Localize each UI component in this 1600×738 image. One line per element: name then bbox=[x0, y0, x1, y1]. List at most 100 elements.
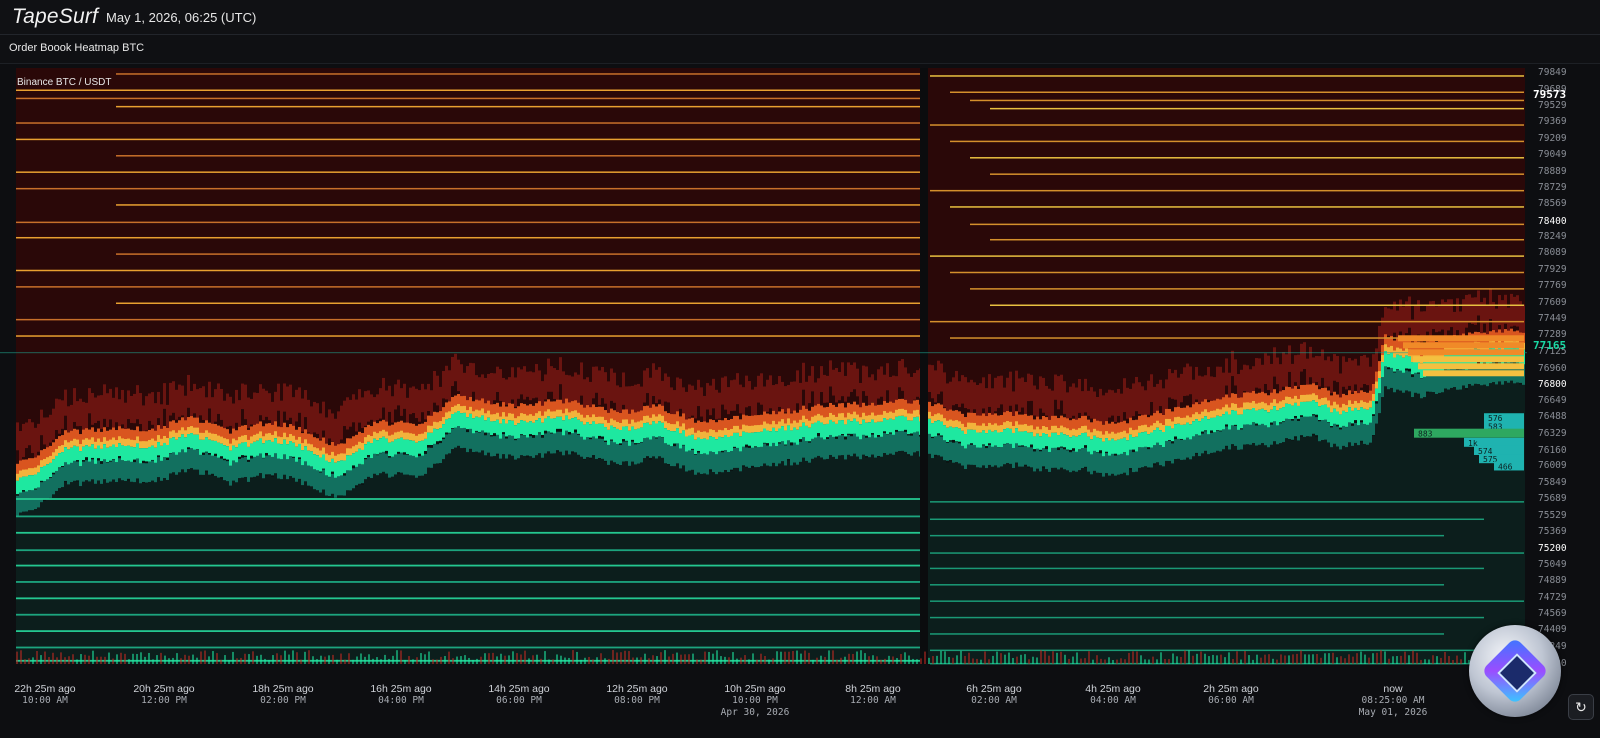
bid-liquidity-column bbox=[241, 477, 244, 664]
best-bid-band bbox=[451, 414, 454, 429]
bid-near-band bbox=[769, 446, 772, 471]
ask-liquidity-band bbox=[346, 397, 349, 430]
best-bid-band bbox=[748, 432, 751, 446]
ask-liquidity-column bbox=[1333, 68, 1336, 392]
ask-near-band bbox=[667, 413, 670, 428]
best-bid-band bbox=[1225, 411, 1228, 425]
best-bid-band bbox=[1297, 405, 1300, 419]
ask-liquidity-column bbox=[784, 68, 787, 414]
best-ask-band bbox=[889, 411, 892, 419]
bid-near-band bbox=[763, 443, 766, 464]
bid-liquidity-column bbox=[1453, 387, 1456, 664]
bid-near-band bbox=[1225, 426, 1228, 446]
best-ask-band bbox=[493, 414, 496, 422]
ask-liquidity-band bbox=[430, 390, 433, 424]
bid-near-band bbox=[523, 435, 526, 462]
ask-liquidity-column bbox=[829, 68, 832, 403]
ask-near-band bbox=[616, 411, 619, 426]
time-tick-label: 12:00 AM bbox=[850, 695, 896, 706]
ask-near-band bbox=[184, 420, 187, 435]
time-tick-label: 22h 25m ago bbox=[14, 683, 76, 695]
ask-liquidity-band bbox=[1489, 288, 1492, 319]
bid-near-band bbox=[139, 463, 142, 491]
bid-liquidity-column bbox=[1381, 397, 1384, 664]
bid-near-band bbox=[106, 462, 109, 484]
heatmap-plot-area[interactable]: 576 583 883 1k 574 575 466 bbox=[0, 64, 1600, 674]
ask-liquidity-column bbox=[382, 68, 385, 420]
volume-bar bbox=[296, 652, 298, 664]
ask-near-band bbox=[115, 430, 118, 445]
ask-liquidity-band bbox=[619, 387, 622, 421]
best-ask-band bbox=[82, 439, 85, 447]
ask-liquidity-column bbox=[310, 68, 313, 435]
volume-bar bbox=[1464, 652, 1466, 664]
ask-near-band bbox=[712, 420, 715, 435]
ask-liquidity-column bbox=[1273, 68, 1276, 390]
ask-near-band bbox=[433, 411, 436, 426]
best-ask-band bbox=[1183, 417, 1186, 425]
ask-liquidity-band bbox=[1261, 364, 1264, 398]
volume-bar bbox=[596, 657, 598, 664]
best-ask-band bbox=[481, 408, 484, 416]
bid-liquidity-column bbox=[118, 478, 121, 664]
best-ask-band bbox=[208, 432, 211, 440]
bid-near-band bbox=[154, 462, 157, 483]
bid-near-band bbox=[70, 462, 73, 483]
ask-near-band bbox=[937, 403, 940, 418]
ask-near-band bbox=[700, 421, 703, 436]
best-bid-band bbox=[370, 443, 373, 459]
volume-bar bbox=[716, 650, 718, 664]
bid-liquidity-column bbox=[688, 470, 691, 664]
ask-liquidity-column bbox=[820, 68, 823, 406]
volume-bar bbox=[220, 659, 222, 664]
bid-liquidity-column bbox=[577, 454, 580, 664]
best-ask-band bbox=[505, 416, 508, 424]
bid-liquidity-column bbox=[355, 486, 358, 664]
ask-liquidity-band bbox=[1198, 375, 1201, 404]
volume-bar bbox=[1128, 652, 1130, 664]
app-logo[interactable]: TapeSurf bbox=[12, 5, 99, 28]
volume-bar bbox=[464, 655, 466, 664]
volume-bar bbox=[200, 651, 202, 664]
volume-bar bbox=[76, 659, 78, 664]
ask-near-band bbox=[1249, 392, 1252, 407]
ask-liquidity-column bbox=[178, 68, 181, 421]
best-bid-band bbox=[763, 428, 766, 443]
ask-near-band bbox=[301, 433, 304, 448]
ask-liquidity-column bbox=[1510, 68, 1513, 329]
ask-liquidity-band bbox=[343, 400, 346, 427]
ask-near-band bbox=[157, 425, 160, 440]
ask-liquidity-band bbox=[1141, 386, 1144, 419]
bid-liquidity-column bbox=[721, 472, 724, 664]
best-bid-band bbox=[505, 423, 508, 437]
best-ask-band bbox=[1021, 424, 1024, 432]
bid-near-band bbox=[601, 438, 604, 462]
ask-liquidity-column bbox=[1255, 68, 1258, 394]
best-ask-band bbox=[403, 432, 406, 440]
best-ask-band bbox=[754, 425, 757, 433]
ask-liquidity-column bbox=[55, 68, 58, 439]
ask-liquidity-column bbox=[1444, 68, 1447, 338]
best-ask-band bbox=[1129, 427, 1132, 435]
bid-near-band bbox=[1078, 450, 1081, 472]
ask-near-band bbox=[1165, 408, 1168, 423]
volume-bar bbox=[656, 656, 658, 664]
ask-near-band bbox=[835, 406, 838, 421]
best-bid-band bbox=[235, 447, 238, 464]
bid-near-band bbox=[1036, 448, 1039, 476]
ask-liquidity-column bbox=[1375, 68, 1378, 372]
best-bid-band bbox=[157, 442, 160, 456]
best-ask-band bbox=[19, 470, 22, 478]
volume-bar bbox=[480, 656, 482, 664]
bid-liquidity-column bbox=[715, 474, 718, 664]
ask-liquidity-column bbox=[739, 68, 742, 420]
price-axis[interactable] bbox=[1527, 64, 1600, 674]
best-bid-band bbox=[1150, 432, 1153, 449]
bid-liquidity-column bbox=[1138, 467, 1141, 664]
refresh-icon[interactable]: ↻ bbox=[1568, 694, 1594, 720]
best-bid-band bbox=[1087, 436, 1090, 454]
volume-bar bbox=[1256, 654, 1258, 664]
best-ask-band bbox=[25, 469, 28, 477]
best-ask-band bbox=[271, 434, 274, 442]
ask-liquidity-band bbox=[184, 395, 187, 425]
